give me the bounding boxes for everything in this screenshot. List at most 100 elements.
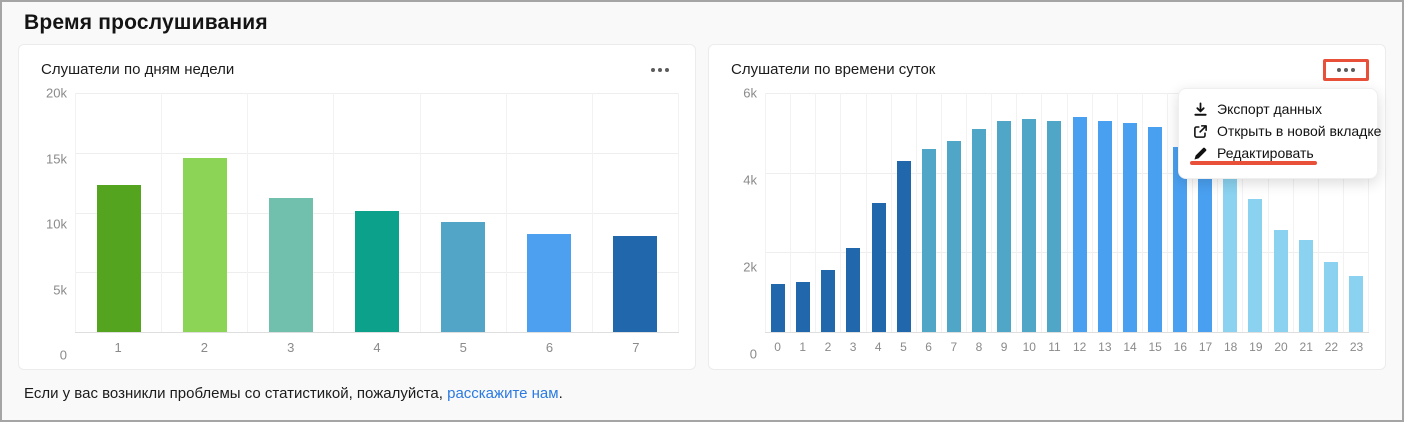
- more-options-icon: [658, 67, 662, 72]
- x-tick-label: 4: [874, 340, 882, 354]
- menu-item-export-data[interactable]: Экспорт данных: [1179, 98, 1377, 120]
- y-tick-label: 0: [749, 346, 757, 362]
- y-axis: 6k 4k 2k 0: [721, 86, 757, 362]
- bar-8[interactable]: [972, 128, 987, 332]
- y-tick-label: 4k: [743, 172, 757, 188]
- x-axis: 0 1 2 3 4 5 6 7 8 9 10 11 12 13 14 15 16 17 18 19 20 21 22 23: [765, 340, 1369, 354]
- bar-2[interactable]: [182, 157, 227, 332]
- x-tick-label: 1: [799, 340, 807, 354]
- x-tick-label: 22: [1324, 340, 1339, 354]
- bar-3[interactable]: [846, 248, 861, 332]
- bar-9[interactable]: [997, 120, 1012, 332]
- download-icon: [1192, 101, 1208, 117]
- bar-7[interactable]: [613, 236, 658, 332]
- x-tick-label: 6: [545, 340, 554, 355]
- bar-19[interactable]: [1248, 198, 1263, 332]
- x-tick-label: 17: [1198, 340, 1213, 354]
- bar-1[interactable]: [796, 282, 811, 332]
- bar-22[interactable]: [1323, 262, 1338, 332]
- menu-item-label: Открыть в новой вкладке: [1217, 123, 1382, 139]
- footer-help-text: Если у вас возникли проблемы со статисти…: [24, 385, 1402, 402]
- x-tick-label: 7: [950, 340, 958, 354]
- red-underline-annotation: [1190, 161, 1317, 165]
- card-header: Слушатели по времени суток: [731, 58, 1369, 81]
- bar-5[interactable]: [896, 160, 911, 332]
- x-tick-label: 23: [1349, 340, 1364, 354]
- context-menu: Экспорт данных Открыть в новой вкладке Р…: [1178, 88, 1381, 179]
- bar-chart-hourly: 6k 4k 2k 0 0 1 2 3 4 5 6 7 8 9 10 11 12 13 14 15 16 17 18 19 20…: [721, 86, 1369, 362]
- bar-4[interactable]: [871, 202, 886, 332]
- bar-18[interactable]: [1223, 178, 1238, 332]
- x-tick-label: 21: [1299, 340, 1313, 354]
- x-tick-label: 9: [1000, 340, 1008, 354]
- x-tick-label: 2: [200, 340, 209, 355]
- x-tick-label: 1: [114, 340, 122, 355]
- card-title: Слушатели по времени суток: [731, 61, 936, 78]
- x-tick-label: 3: [849, 340, 857, 354]
- bar-15[interactable]: [1147, 126, 1162, 332]
- x-tick-label: 18: [1224, 340, 1238, 354]
- y-tick-label: 20k: [46, 85, 67, 101]
- more-options-icon: [1337, 67, 1341, 72]
- bar-2[interactable]: [821, 270, 836, 332]
- bar-23[interactable]: [1348, 276, 1363, 332]
- more-options-button[interactable]: [641, 60, 679, 80]
- more-options-icon: [1351, 67, 1355, 72]
- bar-6[interactable]: [921, 148, 936, 332]
- bar-4[interactable]: [354, 211, 399, 332]
- x-tick-label: 3: [287, 340, 295, 355]
- y-tick-label: 10k: [46, 216, 67, 232]
- card-header: Слушатели по дням недели: [41, 58, 679, 81]
- more-options-button-highlighted[interactable]: [1323, 58, 1369, 81]
- bar-7[interactable]: [946, 140, 961, 332]
- menu-item-open-new-tab[interactable]: Открыть в новой вкладке: [1179, 120, 1381, 142]
- x-tick-label: 15: [1148, 340, 1162, 354]
- open-in-new-tab-icon: [1192, 123, 1208, 139]
- x-tick-label: 7: [632, 340, 640, 355]
- x-tick-label: 5: [900, 340, 907, 354]
- bar-0[interactable]: [771, 284, 786, 332]
- more-options-icon: [665, 67, 669, 72]
- pencil-icon: [1192, 145, 1208, 161]
- bar-21[interactable]: [1298, 240, 1313, 332]
- menu-item-label: Редактировать: [1217, 145, 1314, 161]
- bar-14[interactable]: [1122, 122, 1137, 332]
- y-tick-label: 2k: [743, 259, 757, 275]
- bar-1[interactable]: [96, 185, 141, 332]
- y-axis: 20k 15k 10k 5k 0: [31, 86, 67, 363]
- bar-20[interactable]: [1273, 230, 1288, 332]
- x-tick-label: 8: [975, 340, 983, 354]
- menu-item-label: Экспорт данных: [1217, 101, 1322, 117]
- x-tick-label: 2: [824, 340, 832, 354]
- footer-text-suffix: .: [558, 385, 563, 402]
- menu-item-edit[interactable]: Редактировать: [1179, 142, 1377, 164]
- bar-3[interactable]: [268, 198, 313, 332]
- x-tick-label: 4: [373, 340, 381, 355]
- x-tick-label: 14: [1123, 340, 1137, 354]
- bar-chart-weekday: 20k 15k 10k 5k 0 1 2 3 4 5 6 7: [31, 86, 679, 363]
- bar-11[interactable]: [1047, 120, 1062, 332]
- bar-6[interactable]: [527, 234, 572, 332]
- tell-us-link[interactable]: расскажите нам: [447, 385, 559, 402]
- bar-5[interactable]: [441, 222, 486, 332]
- bar-10[interactable]: [1022, 118, 1037, 332]
- x-tick-label: 16: [1173, 340, 1188, 354]
- x-tick-label: 0: [774, 340, 781, 354]
- x-tick-label: 11: [1048, 340, 1061, 354]
- plot-area: [765, 93, 1369, 333]
- card-title: Слушатели по дням недели: [41, 61, 235, 78]
- page-title: Время прослушивания: [24, 11, 268, 34]
- bar-12[interactable]: [1072, 116, 1087, 332]
- x-tick-label: 6: [925, 340, 932, 354]
- more-options-icon: [651, 67, 655, 72]
- y-tick-label: 5k: [53, 282, 67, 297]
- bar-13[interactable]: [1097, 120, 1112, 332]
- footer-text: Если у вас возникли проблемы со статисти…: [24, 385, 448, 402]
- x-axis: 1 2 3 4 5 6 7: [75, 340, 679, 355]
- bar-16[interactable]: [1173, 146, 1188, 332]
- x-tick-label: 13: [1098, 340, 1112, 354]
- bar-17[interactable]: [1198, 162, 1213, 332]
- x-tick-label: 20: [1274, 340, 1288, 354]
